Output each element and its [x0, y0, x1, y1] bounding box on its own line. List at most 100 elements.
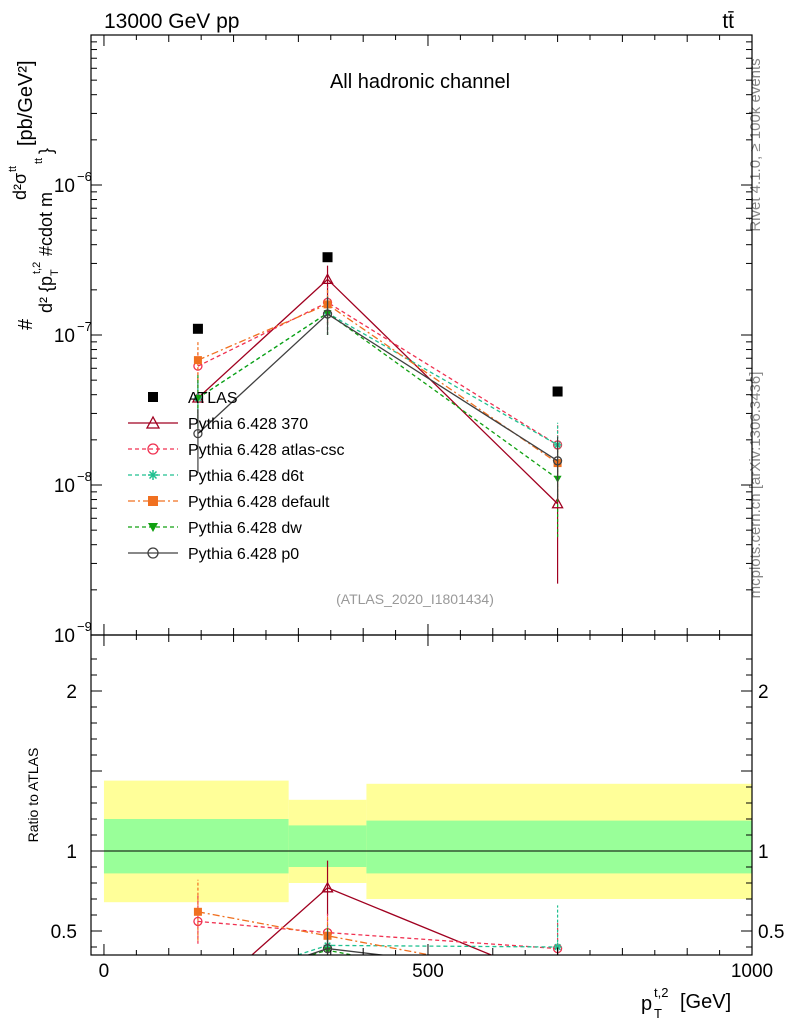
legend-item-pythia-6-428-dw: Pythia 6.428 dw: [128, 520, 302, 537]
ylabel-denom-b: #cdot m: [36, 192, 56, 256]
x-tick-label: 500: [412, 961, 444, 982]
ratio-y-tick-label-left: 1: [66, 842, 77, 863]
legend-marker-pythia-6-428-p0: [147, 547, 159, 559]
main-point-pythia-6-428-p0-1: [322, 309, 333, 319]
main-point-pythia-6-428-370-2: [551, 497, 564, 509]
ylabel-hash: #: [15, 318, 37, 330]
analysis-label: (ATLAS_2020_I1801434): [336, 591, 494, 607]
main-y-tick-label-base: 10: [54, 176, 75, 197]
main-title: All hadronic channel: [330, 71, 510, 93]
legend: ATLAS Pythia 6.428 370 Pythia 6.428 atlas-…: [128, 390, 345, 563]
main-y-tick-label-base: 10: [54, 626, 75, 647]
ratio-line-pythia-6-428-dw: [308, 949, 356, 955]
ylabel-unit: [pb/GeV²]: [15, 60, 37, 146]
main-point-pythia-6-428-p0-2: [552, 456, 563, 466]
ratio-y-tick-label-left: 2: [66, 682, 77, 703]
legend-marker-pythia-6-428-d6t: [148, 470, 158, 480]
main-y-tick-label-base: 10: [54, 326, 75, 347]
ylabel-denom-a: d² {p: [36, 276, 56, 313]
main-point-pythia-6-428-370-1: [321, 273, 334, 284]
header-right-title: tt̄: [722, 10, 734, 33]
ylabel-numer: d²σ: [10, 173, 30, 200]
ratio-y-tick-label-right: 2: [758, 682, 769, 703]
x-tick-label: 0: [99, 961, 110, 982]
ratio-point-pythia-6-428-d6t-0: [194, 983, 202, 991]
main-y-tick-label-exp: −8: [77, 469, 92, 484]
legend-marker-pythia-6-428-atlas-csc: [147, 443, 159, 455]
ratio-tick-labels: 0.5 0.5 1 1 2 2 0 500 1000: [51, 35, 784, 982]
xlabel-p: p: [641, 993, 652, 1015]
ratio-point-pythia-6-428-p0-1: [322, 943, 333, 954]
main-y-axis-label: # d²σ tt d² {p T t,2 #cdot m tt } [pb/Ge…: [7, 60, 61, 330]
uncertainty-band-green-1: [288, 825, 367, 867]
main-plot-area: [90, 34, 753, 636]
ratio-point-pythia-6-428-default-2: [554, 975, 562, 983]
ylabel-numer-sup: tt: [7, 166, 19, 172]
legend-marker-pythia-6-428-dw: [148, 523, 158, 532]
main-y-tick-label-exp: −6: [77, 169, 92, 184]
main-y-tick-label-exp: −9: [77, 619, 92, 634]
ratio-point-pythia-6-428-370-0: [193, 998, 203, 1007]
legend-marker-atlas: [148, 392, 158, 402]
ylabel-denom-sup2: tt: [33, 158, 45, 164]
main-point-pythia-6-428-dw-0: [193, 395, 202, 403]
main-series-group: [191, 252, 564, 584]
main-frame: [90, 34, 753, 636]
ratio-point-pythia-6-428-p0-0: [194, 988, 202, 996]
legend-label-pythia-6-428-atlas-csc: Pythia 6.428 atlas-csc: [188, 442, 345, 459]
legend-marker-pythia-6-428-default: [148, 496, 158, 506]
legend-item-atlas: ATLAS: [148, 390, 238, 407]
main-point-pythia-6-428-default-0: [193, 356, 202, 365]
xlabel-sub: T: [654, 1006, 662, 1021]
legend-label-pythia-6-428-370: Pythia 6.428 370: [188, 416, 308, 433]
ylabel-denom-sup: t,2: [31, 262, 43, 274]
x-tick-label: 1000: [731, 961, 773, 982]
uncertainty-band-green-0: [103, 819, 289, 874]
ratio-frame: [90, 634, 753, 956]
rivet-label: Rivet 4.1.0, ≥ 100k events: [747, 58, 764, 231]
main-point-atlas-0: [192, 323, 203, 334]
main-point-pythia-6-428-p0-0: [193, 428, 203, 439]
ratio-point-pythia-6-428-dw-2: [554, 992, 562, 999]
ratio-series-group: [193, 860, 563, 1007]
mcplots-label: mcplots.cern.ch [arXiv:1306.3436]: [747, 372, 764, 599]
legend-label-pythia-6-428-default: Pythia 6.428 default: [188, 494, 330, 511]
ratio-point-pythia-6-428-default-0: [193, 907, 202, 916]
main-point-atlas-1: [322, 252, 333, 263]
ratio-y-tick-label-right: 0.5: [758, 922, 784, 943]
legend-item-pythia-6-428-default: Pythia 6.428 default: [128, 494, 330, 511]
ratio-y-axis-label: Ratio to ATLAS: [25, 748, 41, 843]
legend-label-atlas: ATLAS: [188, 390, 238, 407]
ylabel-denom-c: }: [36, 148, 56, 154]
main-line-pythia-6-428-p0: [197, 313, 558, 462]
xlabel-sup: t,2: [654, 985, 668, 1000]
header-left-title: 13000 GeV pp: [104, 10, 239, 33]
x-axis-label: p T t,2 [GeV]: [641, 985, 731, 1021]
ratio-point-pythia-6-428-370-2: [553, 977, 563, 986]
legend-marker-pythia-6-428-370: [145, 415, 161, 429]
legend-item-pythia-6-428-d6t: Pythia 6.428 d6t: [128, 468, 304, 485]
main-y-tick-label-exp: −7: [77, 319, 92, 334]
main-y-tick-label-base: 10: [54, 476, 75, 497]
xlabel-unit: [GeV]: [680, 991, 731, 1013]
legend-label-pythia-6-428-dw: Pythia 6.428 dw: [188, 520, 302, 537]
main-line-pythia-6-428-atlas-csc: [197, 301, 558, 446]
uncertainty-band-green-2: [366, 820, 752, 874]
ratio-point-pythia-6-428-p0-2: [554, 972, 562, 980]
ratio-line-pythia-6-428-default: [197, 911, 434, 955]
legend-item-pythia-6-428-atlas-csc: Pythia 6.428 atlas-csc: [128, 442, 345, 459]
legend-item-pythia-6-428-370: Pythia 6.428 370: [128, 415, 308, 433]
legend-item-pythia-6-428-p0: Pythia 6.428 p0: [128, 546, 299, 563]
ratio-point-pythia-6-428-370-1: [321, 881, 334, 893]
ylabel-denom-sub: T: [49, 269, 61, 276]
legend-label-pythia-6-428-d6t: Pythia 6.428 d6t: [188, 468, 304, 485]
main-point-atlas-2: [552, 386, 563, 397]
ratio-y-tick-label-right: 1: [758, 842, 769, 863]
ratio-line-pythia-6-428-d6t: [295, 944, 558, 955]
ratio-point-pythia-6-428-dw-0: [194, 984, 202, 991]
ratio-y-tick-label-left: 0.5: [51, 922, 77, 943]
ratio-plot-area: [90, 634, 753, 1007]
ratio-panel: 0.5 0.5 1 1 2 2 0 500 1000 Ratio to ATLAS p T t,…: [25, 35, 784, 1021]
main-y-tick-labels: 10−610−710−810−9: [54, 41, 752, 647]
